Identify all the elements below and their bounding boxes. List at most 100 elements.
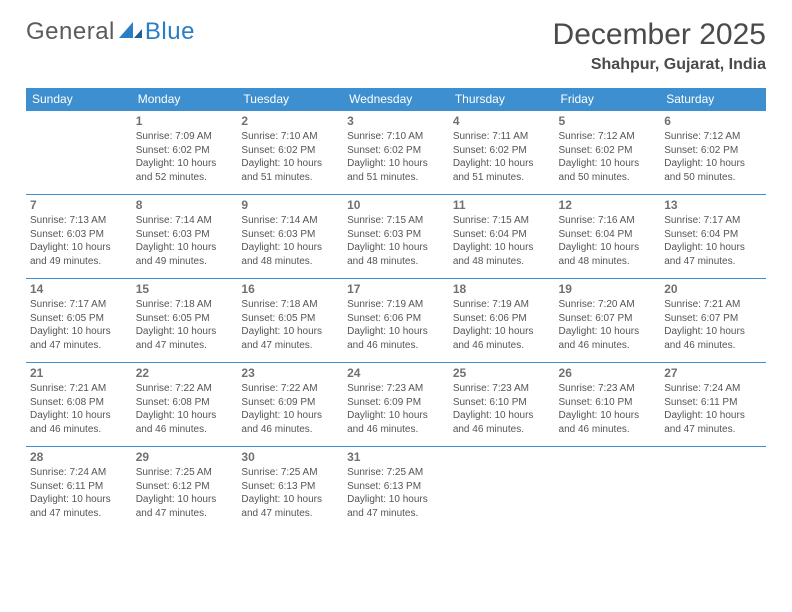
sunrise-text: Sunrise: 7:21 AM <box>30 382 128 396</box>
day-number: 6 <box>664 113 762 129</box>
daylight-text: Daylight: 10 hours <box>664 241 762 255</box>
calendar-cell: 17Sunrise: 7:19 AMSunset: 6:06 PMDayligh… <box>343 279 449 363</box>
day-number: 27 <box>664 365 762 381</box>
calendar-row: 7Sunrise: 7:13 AMSunset: 6:03 PMDaylight… <box>26 195 766 279</box>
daylight-text: and 46 minutes. <box>241 423 339 437</box>
daylight-text: Daylight: 10 hours <box>559 241 657 255</box>
day-number: 24 <box>347 365 445 381</box>
calendar-cell-empty <box>660 447 766 531</box>
logo: General Blue <box>26 18 195 46</box>
calendar-body: 1Sunrise: 7:09 AMSunset: 6:02 PMDaylight… <box>26 111 766 531</box>
sunrise-text: Sunrise: 7:25 AM <box>241 466 339 480</box>
daylight-text: Daylight: 10 hours <box>241 241 339 255</box>
calendar-cell-empty <box>555 447 661 531</box>
sunset-text: Sunset: 6:04 PM <box>664 228 762 242</box>
day-header: Saturday <box>660 88 766 111</box>
daylight-text: Daylight: 10 hours <box>347 493 445 507</box>
calendar-cell: 10Sunrise: 7:15 AMSunset: 6:03 PMDayligh… <box>343 195 449 279</box>
location-label: Shahpur, Gujarat, India <box>553 56 766 74</box>
sunrise-text: Sunrise: 7:10 AM <box>241 130 339 144</box>
title-block: December 2025 Shahpur, Gujarat, India <box>553 18 766 74</box>
day-number: 11 <box>453 197 551 213</box>
sunrise-text: Sunrise: 7:23 AM <box>453 382 551 396</box>
calendar-row: 21Sunrise: 7:21 AMSunset: 6:08 PMDayligh… <box>26 363 766 447</box>
sunset-text: Sunset: 6:06 PM <box>453 312 551 326</box>
daylight-text: and 48 minutes. <box>559 255 657 269</box>
day-number: 20 <box>664 281 762 297</box>
day-header: Thursday <box>449 88 555 111</box>
sunset-text: Sunset: 6:08 PM <box>30 396 128 410</box>
sunrise-text: Sunrise: 7:24 AM <box>30 466 128 480</box>
sunrise-text: Sunrise: 7:10 AM <box>347 130 445 144</box>
calendar-cell: 30Sunrise: 7:25 AMSunset: 6:13 PMDayligh… <box>237 447 343 531</box>
calendar-row: 14Sunrise: 7:17 AMSunset: 6:05 PMDayligh… <box>26 279 766 363</box>
day-header: Wednesday <box>343 88 449 111</box>
sunrise-text: Sunrise: 7:23 AM <box>347 382 445 396</box>
daylight-text: Daylight: 10 hours <box>347 157 445 171</box>
sunset-text: Sunset: 6:05 PM <box>136 312 234 326</box>
day-number: 21 <box>30 365 128 381</box>
sunset-text: Sunset: 6:04 PM <box>453 228 551 242</box>
day-number: 3 <box>347 113 445 129</box>
day-number: 14 <box>30 281 128 297</box>
calendar-cell: 6Sunrise: 7:12 AMSunset: 6:02 PMDaylight… <box>660 111 766 195</box>
daylight-text: Daylight: 10 hours <box>241 157 339 171</box>
sunset-text: Sunset: 6:08 PM <box>136 396 234 410</box>
daylight-text: and 46 minutes. <box>347 339 445 353</box>
day-number: 29 <box>136 449 234 465</box>
day-number: 8 <box>136 197 234 213</box>
sunset-text: Sunset: 6:07 PM <box>559 312 657 326</box>
daylight-text: and 47 minutes. <box>136 507 234 521</box>
calendar-cell: 29Sunrise: 7:25 AMSunset: 6:12 PMDayligh… <box>132 447 238 531</box>
day-number: 23 <box>241 365 339 381</box>
daylight-text: and 50 minutes. <box>559 171 657 185</box>
sunset-text: Sunset: 6:10 PM <box>453 396 551 410</box>
sunrise-text: Sunrise: 7:19 AM <box>453 298 551 312</box>
calendar-cell: 21Sunrise: 7:21 AMSunset: 6:08 PMDayligh… <box>26 363 132 447</box>
sunrise-text: Sunrise: 7:21 AM <box>664 298 762 312</box>
sunrise-text: Sunrise: 7:16 AM <box>559 214 657 228</box>
day-number: 16 <box>241 281 339 297</box>
daylight-text: and 46 minutes. <box>347 423 445 437</box>
header: General Blue December 2025 Shahpur, Guja… <box>26 18 766 74</box>
day-number: 13 <box>664 197 762 213</box>
day-number: 10 <box>347 197 445 213</box>
day-number: 17 <box>347 281 445 297</box>
sunset-text: Sunset: 6:13 PM <box>347 480 445 494</box>
daylight-text: Daylight: 10 hours <box>664 157 762 171</box>
calendar-cell: 20Sunrise: 7:21 AMSunset: 6:07 PMDayligh… <box>660 279 766 363</box>
sunset-text: Sunset: 6:02 PM <box>241 144 339 158</box>
daylight-text: Daylight: 10 hours <box>559 157 657 171</box>
sunset-text: Sunset: 6:06 PM <box>347 312 445 326</box>
sunset-text: Sunset: 6:02 PM <box>664 144 762 158</box>
daylight-text: Daylight: 10 hours <box>136 241 234 255</box>
daylight-text: and 47 minutes. <box>664 255 762 269</box>
sunset-text: Sunset: 6:09 PM <box>241 396 339 410</box>
daylight-text: and 48 minutes. <box>241 255 339 269</box>
sunrise-text: Sunrise: 7:18 AM <box>241 298 339 312</box>
sunset-text: Sunset: 6:05 PM <box>30 312 128 326</box>
sunrise-text: Sunrise: 7:09 AM <box>136 130 234 144</box>
day-number: 25 <box>453 365 551 381</box>
calendar-cell: 27Sunrise: 7:24 AMSunset: 6:11 PMDayligh… <box>660 363 766 447</box>
sunrise-text: Sunrise: 7:14 AM <box>136 214 234 228</box>
calendar-cell: 5Sunrise: 7:12 AMSunset: 6:02 PMDaylight… <box>555 111 661 195</box>
calendar-cell: 31Sunrise: 7:25 AMSunset: 6:13 PMDayligh… <box>343 447 449 531</box>
calendar-cell: 28Sunrise: 7:24 AMSunset: 6:11 PMDayligh… <box>26 447 132 531</box>
daylight-text: and 46 minutes. <box>453 423 551 437</box>
day-number: 30 <box>241 449 339 465</box>
calendar-head: SundayMondayTuesdayWednesdayThursdayFrid… <box>26 88 766 111</box>
daylight-text: Daylight: 10 hours <box>559 409 657 423</box>
daylight-text: Daylight: 10 hours <box>241 493 339 507</box>
daylight-text: and 47 minutes. <box>347 507 445 521</box>
sunset-text: Sunset: 6:02 PM <box>453 144 551 158</box>
sunset-text: Sunset: 6:03 PM <box>136 228 234 242</box>
day-header: Monday <box>132 88 238 111</box>
sunset-text: Sunset: 6:03 PM <box>241 228 339 242</box>
calendar-cell: 7Sunrise: 7:13 AMSunset: 6:03 PMDaylight… <box>26 195 132 279</box>
calendar-cell: 4Sunrise: 7:11 AMSunset: 6:02 PMDaylight… <box>449 111 555 195</box>
daylight-text: Daylight: 10 hours <box>664 325 762 339</box>
daylight-text: and 51 minutes. <box>453 171 551 185</box>
daylight-text: Daylight: 10 hours <box>241 325 339 339</box>
day-header: Friday <box>555 88 661 111</box>
